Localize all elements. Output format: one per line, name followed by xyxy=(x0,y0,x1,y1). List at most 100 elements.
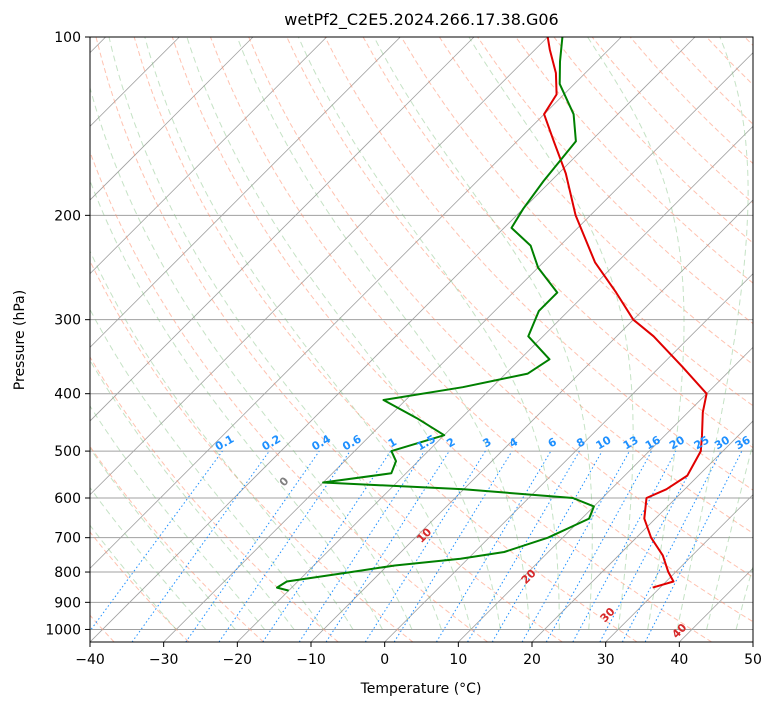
sounding-series xyxy=(276,37,708,592)
dry-adiabat xyxy=(362,37,753,449)
mixing-ratio-line xyxy=(545,450,653,642)
moist-adiabat-label: 20 xyxy=(519,567,539,587)
mixing-ratio-lines xyxy=(90,450,743,642)
mixing-ratio-label: 0.4 xyxy=(310,432,334,453)
x-tick-label: −30 xyxy=(149,652,179,668)
dry-adiabat xyxy=(400,37,753,407)
dry-adiabat xyxy=(706,37,753,86)
mixing-ratio-line xyxy=(325,450,450,642)
plot-frame xyxy=(89,36,754,643)
dry-adiabat xyxy=(90,259,414,642)
moist-adiabat xyxy=(90,179,383,630)
x-tick-label: −40 xyxy=(75,652,105,668)
mixing-ratio-line xyxy=(491,450,603,642)
moist-adiabat xyxy=(186,37,501,630)
dry-adiabat xyxy=(210,37,753,623)
x-axis-label: Temperature (°C) xyxy=(360,681,482,697)
y-tick-label: 900 xyxy=(54,595,81,611)
mixing-ratio-label: 3 xyxy=(480,435,493,450)
mixing-ratio-label: 0.2 xyxy=(260,432,283,453)
dry-adiabat xyxy=(90,531,190,642)
mixing-ratio-label: 13 xyxy=(621,433,641,452)
isotherm-line xyxy=(310,199,753,642)
moist-adiabat xyxy=(587,37,685,630)
isotherm-line xyxy=(531,420,753,642)
x-tick-label: 50 xyxy=(744,652,762,668)
mixing-ratio-label: 6 xyxy=(546,435,559,450)
line-labels: 0.10.20.40.611.52346810131620253036-100-… xyxy=(213,432,753,641)
moist-adiabat xyxy=(676,37,749,630)
moist-adiabat xyxy=(90,524,177,630)
isotherm-line xyxy=(90,37,622,569)
moist-adiabat xyxy=(468,37,634,630)
mixing-ratio-line xyxy=(90,450,223,632)
y-axis-label: Pressure (hPa) xyxy=(12,290,28,390)
mixing-ratio-line xyxy=(393,450,513,642)
mixing-ratio-label: 1.5 xyxy=(414,432,437,453)
isotherm-line xyxy=(90,37,475,422)
moist-adiabat xyxy=(297,37,560,630)
mixing-ratio-label: 16 xyxy=(643,433,663,452)
dry-adiabat xyxy=(515,37,753,284)
moist-adiabat xyxy=(144,37,472,630)
temperature-profile xyxy=(543,37,708,589)
moist-adiabat xyxy=(90,359,295,630)
dry-adiabat xyxy=(133,37,638,642)
y-tick-label: 300 xyxy=(54,313,81,329)
moist-adiabat xyxy=(90,405,265,630)
mixing-ratio-label: 36 xyxy=(733,433,753,452)
dry-adiabat xyxy=(668,37,753,125)
moist-adiabat xyxy=(373,37,593,630)
mixing-ratio-line xyxy=(131,450,270,642)
mixing-ratio-label: 0.6 xyxy=(340,432,364,453)
x-tick-label: −20 xyxy=(223,652,253,668)
moist-adiabat xyxy=(236,37,531,630)
dewpoint-profile xyxy=(276,37,595,592)
mixing-ratio-label: 20 xyxy=(667,433,687,452)
isotherm-line xyxy=(90,37,548,496)
isotherm-line xyxy=(679,567,753,642)
moist-adiabat-label: 0 xyxy=(277,474,292,489)
moist-adiabat xyxy=(706,441,753,630)
x-tick-label: 40 xyxy=(670,652,688,668)
y-tick-label: 200 xyxy=(54,208,81,224)
isotherm-line xyxy=(605,494,753,642)
mixing-ratio-line xyxy=(364,450,486,642)
isotherm-line xyxy=(752,641,753,642)
mixing-ratio-line xyxy=(621,450,722,642)
isotherm-line xyxy=(90,37,401,348)
adiabats xyxy=(90,37,775,642)
gridlines xyxy=(90,37,753,642)
moist-adiabat xyxy=(90,486,207,630)
dry-adiabat xyxy=(744,37,753,47)
mixing-ratio-label: 1 xyxy=(386,435,399,450)
dry-adiabat xyxy=(438,37,753,366)
chart-title: wetPf2_C2E5.2024.266.17.38.G06 xyxy=(284,10,559,29)
x-tick-label: −10 xyxy=(296,652,326,668)
mixing-ratio-line xyxy=(521,450,630,642)
y-tick-label: 800 xyxy=(54,565,81,581)
y-tick-label: 400 xyxy=(54,387,81,403)
isotherm-line xyxy=(163,52,753,642)
isotherm-line xyxy=(90,37,254,201)
y-tick-label: 500 xyxy=(54,444,81,460)
isotherm-line xyxy=(90,37,696,642)
x-tick-label: 0 xyxy=(380,652,389,668)
moist-adiabat xyxy=(735,564,753,630)
moist-adiabat-label: 30 xyxy=(598,605,618,625)
mixing-ratio-label: 0.1 xyxy=(213,432,236,453)
moist-adiabat-label: 10 xyxy=(414,525,434,545)
dry-adiabat xyxy=(90,356,339,642)
dry-adiabat xyxy=(90,445,264,642)
x-tick-label: 10 xyxy=(449,652,467,668)
moist-adiabat xyxy=(90,250,354,630)
x-tick-label: 20 xyxy=(523,652,541,668)
mixing-ratio-line xyxy=(467,450,580,642)
mixing-ratio-label: 10 xyxy=(594,433,614,452)
axes: −40 −30 −20 −10 0 10 20 30 40 5010020030040050060… xyxy=(45,30,762,668)
mixing-ratio-label: 2 xyxy=(444,435,457,450)
dry-adiabat xyxy=(95,37,563,642)
moist-adiabat xyxy=(766,37,775,629)
y-tick-label: 100 xyxy=(54,30,81,46)
